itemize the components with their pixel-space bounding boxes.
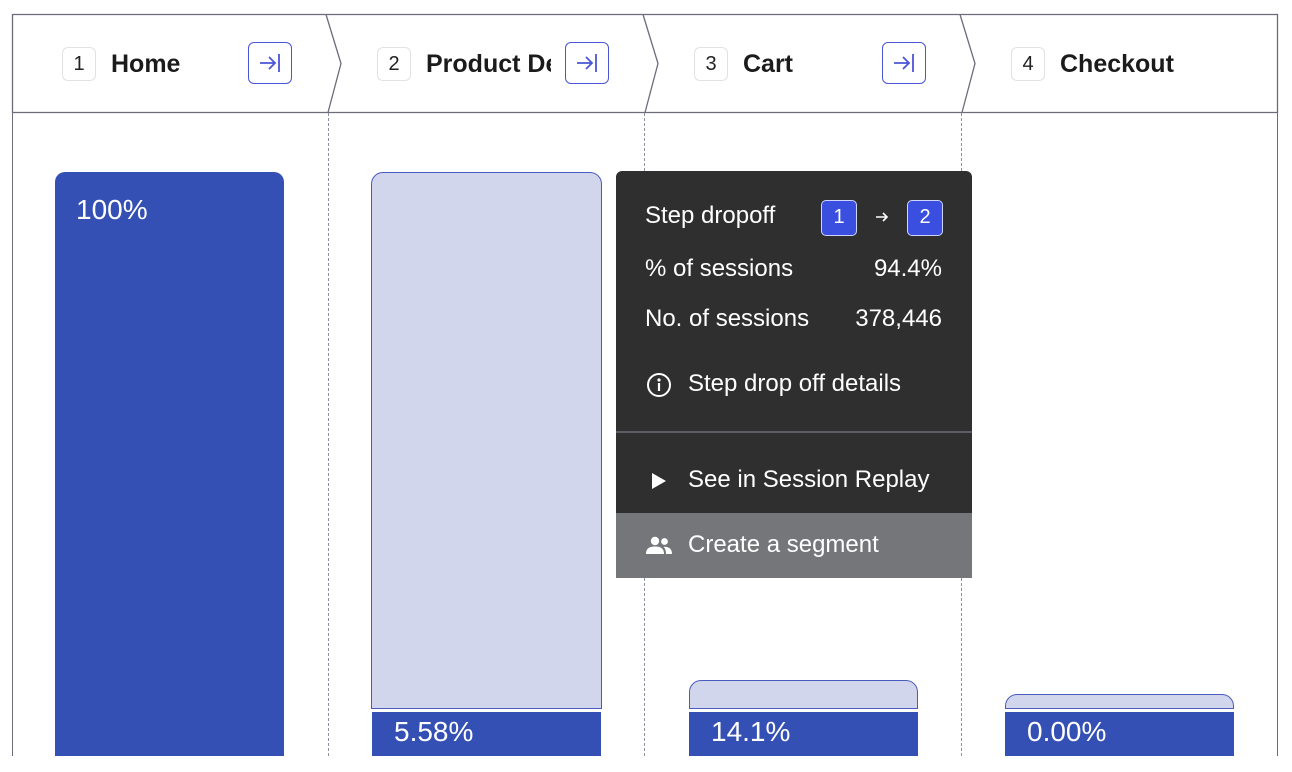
create-segment-label: Create a segment [688, 531, 879, 558]
popover-title: Step dropoff [645, 202, 776, 229]
frame-left-border [12, 14, 13, 756]
step-3-name: Cart [743, 50, 794, 78]
bar-home[interactable]: 100% [55, 172, 284, 756]
play-icon [652, 473, 666, 489]
bar-checkout-pct: 0.00% [1027, 716, 1107, 747]
bar-product-pct: 5.58% [394, 716, 474, 747]
create-segment-item[interactable]: Create a segment [616, 513, 972, 578]
num-sessions-label: No. of sessions [645, 305, 810, 332]
jump-to-end-icon [577, 54, 597, 72]
arrow-right-icon [876, 212, 889, 222]
see-in-session-replay-item[interactable]: See in Session Replay [616, 448, 972, 512]
frame-right-border [1277, 14, 1278, 756]
step-2-number: 2 [377, 47, 411, 81]
popover-separator [616, 431, 972, 433]
step-dropoff-details-label: Step drop off details [688, 370, 902, 397]
column-divider [328, 113, 329, 756]
bar-cart[interactable]: 14.1% [689, 712, 918, 756]
step-1-name: Home [111, 50, 181, 78]
pct-sessions-label: % of sessions [645, 255, 794, 282]
bar-cart-pct: 14.1% [711, 716, 791, 747]
step-3-number: 3 [694, 47, 728, 81]
bar-product[interactable]: 5.58% [372, 712, 601, 756]
step-2-jump-button[interactable] [565, 42, 609, 84]
step-4-name: Checkout [1060, 50, 1174, 78]
step-dropoff-popover: Step dropoff 1 2 % of sessions 94.4% No.… [616, 171, 972, 578]
info-icon [647, 373, 671, 397]
to-step-badge: 2 [907, 200, 943, 236]
from-step-badge: 1 [821, 200, 857, 236]
bar-product-dropoff[interactable] [371, 172, 602, 709]
step-2-name: Product Details [426, 50, 551, 78]
see-in-session-replay-label: See in Session Replay [688, 466, 930, 493]
bar-checkout-dropoff[interactable] [1005, 694, 1234, 709]
bar-home-pct: 100% [76, 194, 148, 225]
step-1-jump-button[interactable] [248, 42, 292, 84]
pct-sessions-value: 94.4% [873, 255, 942, 282]
bar-checkout[interactable]: 0.00% [1005, 712, 1234, 756]
step-1-number: 1 [62, 47, 96, 81]
jump-to-end-icon [894, 54, 914, 72]
step-4-number: 4 [1011, 47, 1045, 81]
bar-cart-dropoff[interactable] [689, 680, 918, 709]
jump-to-end-icon [260, 54, 280, 72]
step-dropoff-details-link[interactable]: Step drop off details [616, 352, 972, 416]
step-3-jump-button[interactable] [882, 42, 926, 84]
num-sessions-value: 378,446 [855, 305, 942, 332]
people-icon [646, 536, 672, 554]
